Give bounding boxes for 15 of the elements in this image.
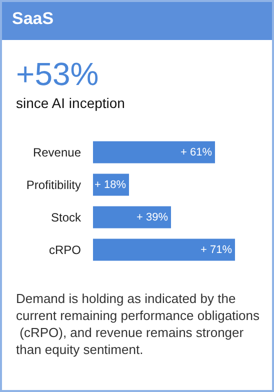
bar bbox=[93, 206, 171, 228]
chart-title: SaaS bbox=[12, 9, 54, 28]
y-tick-label: cRPO bbox=[48, 242, 81, 257]
text: since AI inception bbox=[16, 95, 125, 111]
chart-subtitle: +53% bbox=[16, 56, 99, 92]
text: Demand is holding as indicated by the current remaining performance obligations (cRPO), and revenue remains stronger than equity sentiment. bbox=[16, 291, 260, 357]
bar bbox=[93, 238, 235, 261]
data-label: + 61% bbox=[180, 146, 212, 158]
data-label: + 18% bbox=[94, 178, 126, 191]
y-tick-label: Profitibility bbox=[26, 178, 81, 192]
bar bbox=[93, 141, 215, 164]
data-label: + 39% bbox=[136, 211, 168, 224]
data-label: + 71% bbox=[200, 244, 232, 256]
y-tick-label: Stock bbox=[50, 210, 82, 224]
y-tick-label: Revenue bbox=[32, 145, 82, 160]
